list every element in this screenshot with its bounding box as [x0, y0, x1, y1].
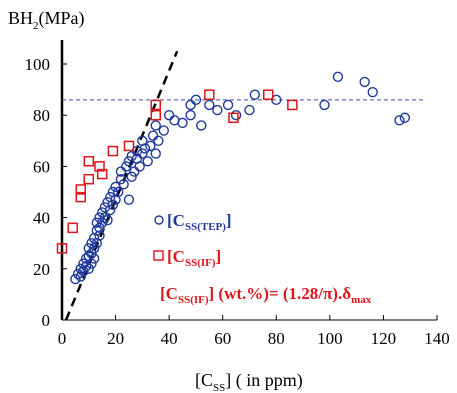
tep-point [230, 109, 242, 121]
tep-point [94, 230, 105, 241]
tep-point [83, 243, 94, 254]
tep-point [150, 120, 161, 131]
tep-point [147, 130, 159, 141]
tep-point [222, 99, 234, 111]
y-tick-label: 20 [33, 260, 50, 279]
legend-marker-if [153, 250, 164, 261]
if-point [67, 222, 78, 234]
if-point [75, 184, 86, 195]
tep-point [145, 140, 156, 152]
tep-point [88, 253, 100, 264]
tep-point [91, 217, 103, 228]
x-tick-label: 100 [317, 329, 343, 348]
if-point [228, 112, 239, 124]
legend-marker-tep [154, 215, 164, 225]
reference-lines [62, 50, 424, 321]
if-point [56, 243, 68, 254]
tep-point [190, 94, 202, 106]
tep-point [153, 135, 164, 147]
formula-annotation: [CSS(IF)] (wt.%)= (1.28/π).δmax [160, 284, 372, 306]
if-point [96, 168, 108, 180]
tep-point [399, 112, 411, 123]
tep-point [123, 194, 135, 205]
tep-point [83, 263, 94, 274]
tep-point [121, 161, 132, 172]
tep-point [72, 268, 84, 280]
tep-point [118, 179, 129, 190]
tep-point [86, 248, 97, 259]
if-point [75, 191, 86, 203]
tep-point [75, 271, 86, 282]
y-tick-label: 40 [33, 209, 50, 228]
x-axis-label: [CSS] ( in ppm) [195, 370, 303, 393]
axis-ticks: 0 20 40 60 80 100 120 140 0 20 40 60 80 100 [25, 55, 450, 348]
if-point [150, 109, 161, 121]
tep-point [75, 263, 86, 274]
tep-point [115, 173, 127, 185]
tep-point [96, 217, 108, 228]
tep-point [102, 214, 113, 226]
y-tick-label: 0 [42, 311, 51, 330]
tep-point [105, 204, 116, 216]
x-tick-label: 120 [371, 329, 397, 348]
tep-point [107, 199, 119, 211]
x-tick-label: 40 [161, 329, 178, 348]
tep-point [185, 99, 196, 111]
tep-point [88, 243, 100, 254]
tep-point [139, 143, 151, 154]
tep-point [70, 273, 81, 285]
tep-point [332, 71, 344, 83]
tep-point [249, 89, 261, 100]
tep-point [394, 115, 405, 126]
if-point [123, 140, 135, 152]
tep-point [78, 266, 89, 277]
tep-point [185, 109, 196, 121]
tep-point [126, 171, 137, 182]
tep-point [367, 86, 378, 98]
x-tick-label: 20 [107, 329, 124, 348]
if-point [150, 99, 161, 111]
y-tick-label: 100 [25, 55, 51, 74]
tep-point [94, 222, 105, 234]
tep-point [244, 104, 255, 116]
tep-point [359, 76, 370, 88]
x-tick-label: 80 [268, 329, 285, 348]
legend: [CSS(TEP)] [CSS(IF)] [153, 211, 232, 269]
tep-point [142, 156, 153, 167]
if-point [94, 161, 105, 172]
x-tick-label: 140 [424, 329, 450, 348]
if-point [204, 89, 215, 100]
legend-label-if: [CSS(IF)] [167, 247, 221, 269]
legend-label-tep: [CSS(TEP)] [167, 211, 232, 233]
tep-point [163, 109, 175, 121]
tep-point [137, 148, 148, 159]
tep-point [113, 186, 124, 198]
tep-point [91, 225, 103, 236]
tep-point [196, 120, 207, 131]
if-point [107, 145, 119, 157]
data-points [56, 71, 411, 285]
tep-point [80, 261, 92, 272]
tep-point [319, 99, 330, 111]
tep-point [177, 117, 188, 129]
tep-point [204, 99, 215, 111]
tep-point [150, 148, 161, 159]
x-tick-label: 60 [214, 329, 231, 348]
x-tick-label: 0 [58, 329, 67, 348]
if-point [287, 99, 298, 111]
tep-point [212, 104, 223, 116]
tep-point [86, 237, 97, 249]
if-point [83, 156, 95, 167]
tep-point [134, 161, 145, 172]
if-point [83, 173, 95, 185]
tep-point [99, 212, 111, 223]
tep-point [86, 258, 97, 269]
y-axis-label: BH2(MPa) [8, 8, 85, 32]
y-tick-label: 80 [33, 106, 50, 125]
y-tick-label: 60 [33, 157, 50, 176]
tep-point [158, 125, 169, 136]
if-point [263, 89, 274, 100]
